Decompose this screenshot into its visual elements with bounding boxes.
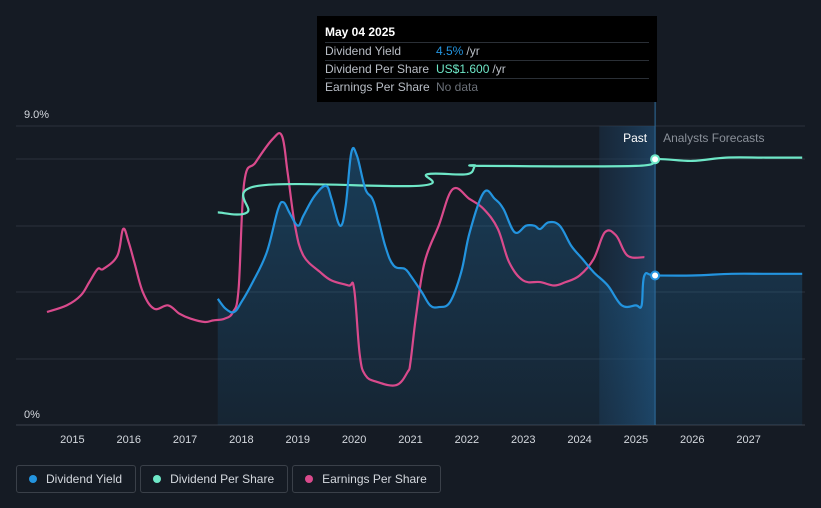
dividend-yield-area [217, 147, 803, 425]
x-tick-label: 2017 [173, 434, 197, 446]
tooltip-row-dividend-yield: Dividend Yield 4.5% /yr [325, 42, 649, 60]
tooltip-label: Dividend Per Share [325, 62, 430, 76]
x-tick-label: 2025 [624, 434, 648, 446]
y-axis-top-label: 9.0% [24, 109, 49, 121]
x-tick-label: 2016 [116, 434, 140, 446]
x-tick-label: 2024 [567, 434, 591, 446]
tooltip-row-dividend-per-share: Dividend Per Share US$1.600 /yr [325, 60, 649, 78]
x-tick-label: 2022 [455, 434, 479, 446]
legend-label: Dividend Per Share [170, 472, 275, 486]
tooltip-value: 4.5% [436, 44, 464, 58]
legend-label: Earnings Per Share [322, 472, 427, 486]
tooltip-value: No data [436, 80, 479, 94]
y-axis-bottom-label: 0% [24, 409, 40, 421]
tooltip-label: Dividend Yield [325, 44, 402, 58]
tooltip-unit: /yr [466, 44, 480, 58]
dividend-yield-line [216, 146, 803, 314]
legend-item-dividend-per-share[interactable]: Dividend Per Share [140, 465, 289, 493]
dividend-yield-marker[interactable] [650, 270, 661, 281]
x-tick-label: 2018 [229, 434, 253, 446]
forecast-label: Analysts Forecasts [663, 131, 764, 145]
legend-dot-icon [153, 475, 162, 483]
past-label: Past [623, 131, 648, 145]
tooltip-value: US$1.600 [436, 62, 490, 76]
tooltip-label: Earnings Per Share [325, 80, 430, 94]
tooltip-row-earnings-per-share: Earnings Per Share No data [325, 78, 649, 96]
x-tick-label: 2020 [342, 434, 366, 446]
earnings-per-share-line [46, 132, 645, 387]
x-tick-label: 2019 [286, 434, 310, 446]
x-tick-label: 2026 [680, 434, 704, 446]
x-tick-label: 2023 [511, 434, 535, 446]
tooltip-unit: /yr [492, 62, 506, 76]
dividend-per-share-marker[interactable] [650, 154, 661, 165]
x-tick-label: 2021 [398, 434, 422, 446]
hover-tooltip: May 04 2025 Dividend Yield 4.5% /yr Divi… [317, 16, 657, 102]
dividend-per-share-line [217, 156, 803, 216]
legend-item-dividend-yield[interactable]: Dividend Yield [16, 465, 137, 493]
legend-label: Dividend Yield [46, 472, 123, 486]
x-tick-label: 2015 [60, 434, 84, 446]
x-tick-label: 2027 [736, 434, 760, 446]
x-axis-ticks: 2015 2016 2017 2018 2019 2020 2021 2022 2023 2024… [60, 434, 761, 446]
chart-legend: Dividend Yield Dividend Per Share Earnin… [16, 465, 441, 493]
legend-item-earnings-per-share[interactable]: Earnings Per Share [292, 465, 441, 493]
tooltip-date: May 04 2025 [325, 25, 396, 39]
legend-dot-icon [29, 475, 37, 483]
legend-dot-icon [305, 475, 314, 483]
